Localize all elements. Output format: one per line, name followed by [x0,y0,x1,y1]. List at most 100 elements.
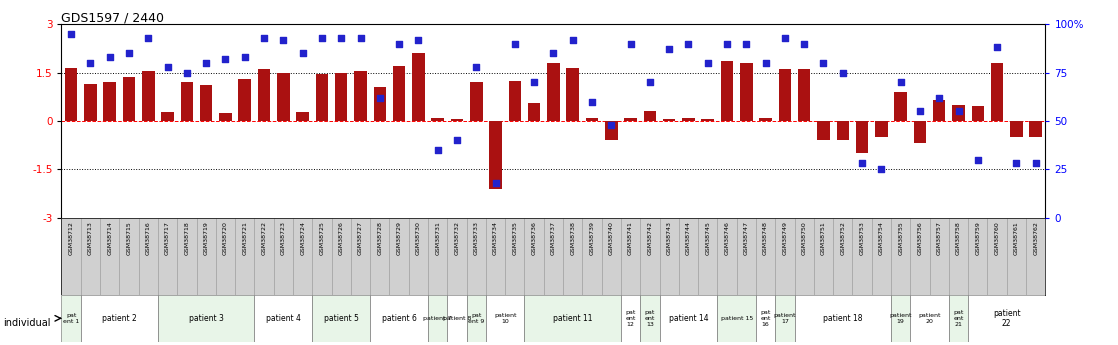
Point [236,54,254,60]
Text: patient 6: patient 6 [381,314,417,323]
Text: GSM38739: GSM38739 [589,221,595,255]
Bar [872,218,891,295]
Bar [258,69,271,121]
Bar [274,218,293,295]
Bar [949,218,968,295]
Bar [470,82,483,121]
Point [892,79,910,85]
Text: GSM38726: GSM38726 [339,221,343,255]
Text: GSM38725: GSM38725 [320,221,324,255]
Point [699,60,717,66]
Text: GSM38751: GSM38751 [821,221,826,255]
Bar [953,105,965,121]
Bar [447,295,466,342]
Bar [852,218,872,295]
Bar [101,218,120,295]
Bar [641,295,660,342]
Point [120,50,138,56]
Point [969,157,987,162]
Bar [142,71,154,121]
Text: patient 3: patient 3 [189,314,224,323]
Text: patient 14: patient 14 [669,314,709,323]
Text: GSM38733: GSM38733 [474,221,479,255]
Bar [61,295,80,342]
Bar [1006,218,1026,295]
Bar [120,218,139,295]
Point [872,167,890,172]
Point [525,79,543,85]
Bar [968,295,1045,342]
Bar [373,87,386,121]
Bar [1026,218,1045,295]
Text: GSM38723: GSM38723 [281,221,286,255]
Bar [679,218,698,295]
Bar [949,295,968,342]
Text: GSM38753: GSM38753 [860,221,864,255]
Bar [197,218,216,295]
Point [351,35,369,40]
Text: GSM38743: GSM38743 [666,221,672,255]
Point [795,41,813,46]
Bar [778,69,792,121]
Point [140,35,158,40]
Point [197,60,215,66]
Point [332,35,350,40]
Bar [624,118,637,121]
Bar [833,218,852,295]
Text: patient 8: patient 8 [443,316,471,321]
Bar [312,295,370,342]
Text: pat
ent
21: pat ent 21 [954,310,964,327]
Bar [486,218,505,295]
Bar [354,71,367,121]
Text: GSM38755: GSM38755 [898,221,903,255]
Bar [432,118,444,121]
Point [563,37,581,42]
Bar [644,111,656,121]
Bar [775,295,795,342]
Bar [524,218,543,295]
Text: GSM38737: GSM38737 [551,221,556,255]
Bar [490,121,502,189]
Text: patient
10: patient 10 [494,313,517,324]
Bar [740,63,752,121]
Text: patient
22: patient 22 [993,309,1021,328]
Bar [312,218,332,295]
Point [718,41,736,46]
Bar [756,295,775,342]
Point [911,108,929,114]
Bar [913,121,926,144]
Text: GSM38724: GSM38724 [300,221,305,255]
Text: pat
ent
12: pat ent 12 [625,310,636,327]
Text: GSM38747: GSM38747 [743,221,749,255]
Text: patient 2: patient 2 [102,314,136,323]
Point [101,54,119,60]
Bar [139,218,158,295]
Bar [451,119,463,121]
Text: GSM38734: GSM38734 [493,221,498,255]
Text: GSM38741: GSM38741 [628,221,633,255]
Bar [332,218,351,295]
Point [467,64,485,69]
Bar [413,53,425,121]
Bar [798,69,811,121]
Text: GSM38757: GSM38757 [937,221,941,255]
Point [757,60,775,66]
Bar [123,77,135,121]
Bar [891,295,910,342]
Bar [737,218,756,295]
Point [255,35,273,40]
Text: GSM38742: GSM38742 [647,221,653,255]
Point [390,41,408,46]
Bar [663,119,675,121]
Bar [370,295,428,342]
Bar [932,100,946,121]
Text: patient
20: patient 20 [918,313,941,324]
Bar [158,295,255,342]
Text: GSM38727: GSM38727 [358,221,363,255]
Text: GSM38754: GSM38754 [879,221,884,255]
Bar [351,218,370,295]
Point [680,41,698,46]
Point [409,37,427,42]
Text: GSM38712: GSM38712 [68,221,74,255]
Bar [524,295,620,342]
